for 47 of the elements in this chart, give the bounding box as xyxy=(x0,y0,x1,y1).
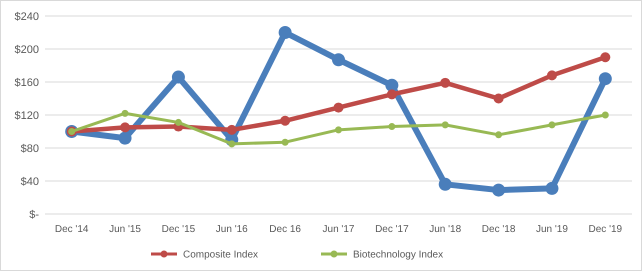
point xyxy=(495,131,502,138)
y-tick-label: $40 xyxy=(20,176,39,188)
y-tick-label: $240 xyxy=(14,10,39,23)
y-tick-label: $160 xyxy=(14,76,39,89)
y-tick-label: $80 xyxy=(20,142,39,155)
point xyxy=(172,70,185,84)
point xyxy=(600,52,610,62)
point xyxy=(122,110,129,117)
x-tick-label: Dec '19 xyxy=(588,224,623,235)
x-tick-label: Dec '14 xyxy=(54,224,89,235)
point xyxy=(118,132,132,145)
point xyxy=(442,121,449,128)
y-tick-label: $- xyxy=(29,208,40,221)
point xyxy=(280,116,290,126)
x-tick-label: Dec '17 xyxy=(375,224,410,235)
point xyxy=(388,123,396,130)
point xyxy=(174,118,182,126)
point xyxy=(334,102,344,113)
x-tick-label: Dec '15 xyxy=(162,224,196,235)
point xyxy=(548,121,556,128)
point xyxy=(494,94,504,104)
point xyxy=(438,178,452,191)
point xyxy=(598,72,612,86)
x-tick-label: Jun '17 xyxy=(322,224,355,235)
x-tick-label: Dec '18 xyxy=(482,224,516,235)
legend-label: Biotechnology Index xyxy=(353,250,444,260)
point xyxy=(226,124,237,135)
point xyxy=(440,78,450,88)
point xyxy=(282,138,289,146)
point xyxy=(335,126,342,134)
x-tick-label: Jun '15 xyxy=(109,224,142,235)
point xyxy=(546,70,557,80)
point xyxy=(385,78,398,92)
y-tick-label: $120 xyxy=(14,110,39,122)
x-tick-label: Dec 16 xyxy=(269,224,302,235)
point xyxy=(602,112,609,118)
point xyxy=(120,122,130,132)
point xyxy=(278,26,292,39)
y-tick-label: $200 xyxy=(14,44,39,56)
x-tick-label: Jun '19 xyxy=(536,224,568,235)
point xyxy=(332,53,345,66)
legend-label: Composite Index xyxy=(183,250,258,260)
x-tick-label: Jun '16 xyxy=(216,224,248,235)
x-tick-label: Jun '18 xyxy=(429,224,462,235)
point xyxy=(386,89,397,100)
point xyxy=(545,182,558,195)
point xyxy=(492,184,506,197)
